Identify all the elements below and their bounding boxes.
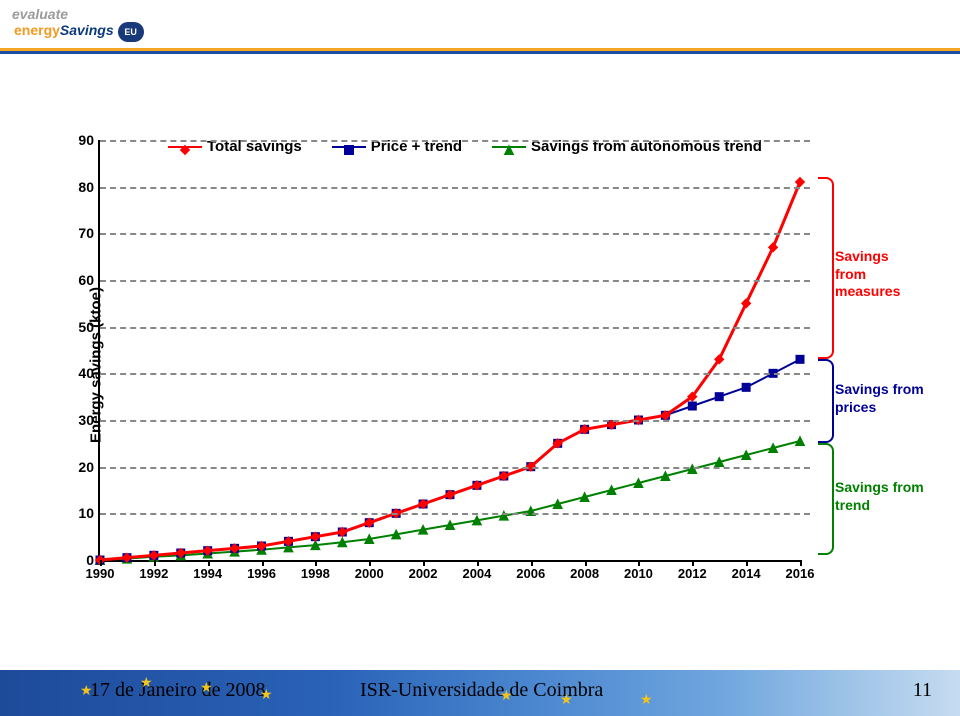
ytick-label: 20	[78, 459, 100, 475]
ytick-label: 30	[78, 412, 100, 428]
header: evaluate energySavingsEU	[0, 0, 960, 54]
logo-energy: energy	[14, 22, 60, 38]
xtick-label: 1992	[139, 560, 168, 581]
star-icon: ★	[80, 682, 93, 699]
gridline	[100, 140, 810, 142]
star-icon: ★	[500, 687, 513, 704]
ytick-label: 10	[78, 505, 100, 521]
xtick-label: 2010	[624, 560, 653, 581]
star-icon: ★	[200, 679, 213, 696]
plot-area: 0102030405060708090199019921994199619982…	[98, 140, 800, 562]
footer-date: 17 de Janeiro de 2008	[90, 679, 266, 702]
annotation-label: Savings fromprices	[835, 381, 924, 416]
gridline	[100, 327, 810, 329]
xtick-label: 1994	[193, 560, 222, 581]
star-icon: ★	[140, 674, 153, 691]
annotation-brace	[818, 177, 834, 358]
ytick-label: 50	[78, 319, 100, 335]
ytick-label: 90	[78, 132, 100, 148]
xtick-label: 2012	[678, 560, 707, 581]
ytick-label: 70	[78, 225, 100, 241]
chart-lines	[100, 140, 800, 560]
xtick-label: 2006	[516, 560, 545, 581]
xtick-label: 2004	[462, 560, 491, 581]
gridline	[100, 373, 810, 375]
annotation-label: Savingsfrommeasures	[835, 248, 900, 301]
star-icon: ★	[260, 686, 273, 703]
star-icon: ★	[560, 691, 573, 708]
gridline	[100, 513, 810, 515]
annotation-brace	[818, 359, 834, 442]
gridline	[100, 420, 810, 422]
xtick-label: 1998	[301, 560, 330, 581]
xtick-label: 1996	[247, 560, 276, 581]
slide: evaluate energySavingsEU Total savingsPr…	[0, 0, 960, 716]
gridline	[100, 187, 810, 189]
logo-eu: EU	[118, 22, 144, 42]
star-icon: ★	[640, 691, 653, 708]
gridline	[100, 233, 810, 235]
xtick-label: 1990	[86, 560, 115, 581]
xtick-label: 2002	[409, 560, 438, 581]
gridline	[100, 467, 810, 469]
header-line	[0, 48, 960, 54]
footer-page: 11	[913, 679, 932, 702]
annotation-brace	[818, 443, 834, 554]
ytick-label: 40	[78, 365, 100, 381]
xtick-label: 2008	[570, 560, 599, 581]
ytick-label: 60	[78, 272, 100, 288]
chart: Energy savings (ktoe) 010203040506070809…	[30, 130, 930, 600]
ytick-label: 80	[78, 179, 100, 195]
footer: 17 de Janeiro de 2008 ISR-Universidade d…	[0, 656, 960, 716]
logo: evaluate energySavingsEU	[12, 4, 144, 44]
xtick-label: 2014	[732, 560, 761, 581]
logo-savings: Savings	[60, 22, 114, 38]
xtick-label: 2016	[786, 560, 815, 581]
annotation-label: Savings fromtrend	[835, 479, 924, 514]
gridline	[100, 280, 810, 282]
xtick-label: 2000	[355, 560, 384, 581]
logo-evaluate: evaluate	[12, 6, 68, 22]
